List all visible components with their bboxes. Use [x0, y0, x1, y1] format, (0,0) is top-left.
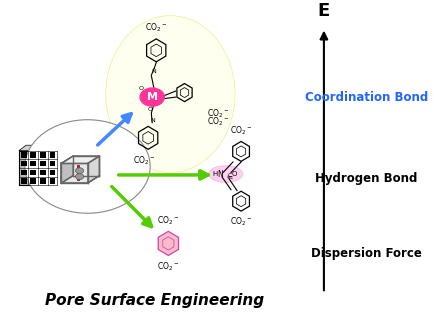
FancyBboxPatch shape	[40, 170, 46, 175]
FancyBboxPatch shape	[30, 170, 36, 175]
Polygon shape	[61, 156, 73, 183]
FancyBboxPatch shape	[19, 151, 57, 185]
Text: M: M	[146, 92, 158, 102]
Text: O: O	[138, 86, 143, 91]
Text: E: E	[317, 2, 329, 20]
Polygon shape	[76, 165, 79, 180]
Text: CO$_2$$^-$: CO$_2$$^-$	[145, 21, 167, 34]
Text: CO$_2$$^-$: CO$_2$$^-$	[206, 107, 228, 120]
Text: O: O	[231, 171, 237, 177]
FancyBboxPatch shape	[40, 161, 46, 166]
Text: N: N	[217, 170, 223, 179]
Text: CO$_2$$^-$: CO$_2$$^-$	[230, 216, 252, 228]
Text: N: N	[150, 118, 155, 123]
FancyBboxPatch shape	[30, 152, 36, 158]
Ellipse shape	[208, 166, 242, 182]
Text: CO$_2$$^-$: CO$_2$$^-$	[230, 124, 252, 137]
Text: CO$_2$$^-$: CO$_2$$^-$	[133, 154, 155, 167]
Polygon shape	[73, 156, 99, 176]
FancyBboxPatch shape	[49, 170, 55, 175]
Polygon shape	[87, 156, 99, 183]
Text: Coordination Bond: Coordination Bond	[304, 91, 427, 104]
Text: Dispersion Force: Dispersion Force	[310, 248, 421, 261]
Text: H: H	[212, 171, 217, 177]
Circle shape	[76, 168, 83, 174]
Polygon shape	[158, 231, 178, 255]
Ellipse shape	[105, 16, 234, 173]
FancyBboxPatch shape	[49, 178, 55, 184]
FancyBboxPatch shape	[30, 161, 36, 166]
FancyBboxPatch shape	[21, 152, 26, 158]
FancyBboxPatch shape	[21, 178, 26, 184]
Text: CO$_2$$^-$: CO$_2$$^-$	[206, 116, 228, 128]
Polygon shape	[57, 145, 64, 185]
FancyBboxPatch shape	[21, 161, 26, 166]
Polygon shape	[61, 156, 99, 163]
Text: O: O	[147, 107, 152, 112]
FancyBboxPatch shape	[21, 170, 26, 175]
FancyBboxPatch shape	[49, 161, 55, 166]
Circle shape	[25, 120, 150, 213]
Text: Pore Surface Engineering: Pore Surface Engineering	[45, 293, 263, 308]
FancyBboxPatch shape	[49, 152, 55, 158]
Circle shape	[76, 174, 83, 180]
FancyBboxPatch shape	[30, 178, 36, 184]
Polygon shape	[61, 176, 99, 183]
Text: CO$_2$$^-$: CO$_2$$^-$	[157, 214, 179, 226]
FancyBboxPatch shape	[40, 178, 46, 184]
Text: Hydrogen Bond: Hydrogen Bond	[314, 172, 417, 185]
Circle shape	[140, 88, 164, 106]
Polygon shape	[19, 145, 64, 151]
Polygon shape	[61, 163, 87, 183]
Text: C: C	[227, 173, 232, 178]
Text: CO$_2$$^-$: CO$_2$$^-$	[157, 260, 179, 272]
Text: N: N	[151, 69, 156, 74]
FancyBboxPatch shape	[40, 152, 46, 158]
